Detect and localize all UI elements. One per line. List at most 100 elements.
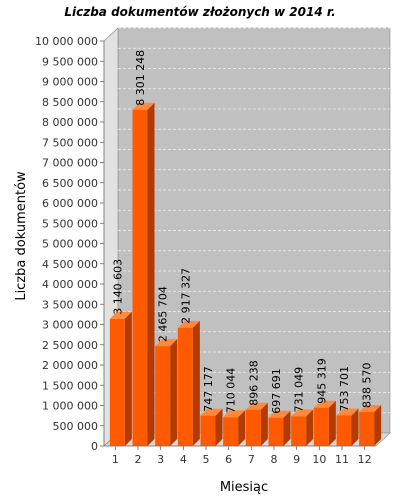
x-tick-label: 11 — [335, 453, 349, 466]
bar — [132, 102, 155, 447]
bar-front — [313, 407, 329, 446]
bar — [223, 410, 246, 446]
bar-front — [155, 346, 171, 446]
bar-top — [155, 339, 178, 347]
y-tick-label: 3 500 000 — [42, 298, 98, 311]
bar-front — [109, 318, 125, 446]
bar-side — [328, 400, 336, 446]
bar-side — [260, 402, 268, 446]
bar-side — [238, 410, 246, 446]
bar-top — [200, 408, 223, 416]
y-tick-label: 8 500 000 — [42, 96, 98, 109]
y-tick-label: 7 500 000 — [42, 136, 98, 149]
x-tick-label: 5 — [203, 453, 210, 466]
x-tick-label: 4 — [180, 453, 187, 466]
y-tick-label: 500 000 — [53, 420, 99, 433]
x-tick-label: 3 — [157, 453, 164, 466]
bar-front — [177, 327, 193, 446]
value-labels: 3 140 603 8 301 248 2 465 704 2 917 327 747 … — [111, 50, 373, 414]
y-tick-label: 4 000 000 — [42, 278, 98, 291]
bar — [109, 311, 132, 446]
data-label: 945 319 — [315, 358, 328, 404]
x-tick-label: 2 — [135, 453, 142, 466]
y-tick-label: 9 000 000 — [42, 76, 98, 89]
bar-side — [351, 408, 359, 446]
bar-front — [245, 409, 261, 446]
bar-top — [177, 320, 200, 328]
bar-top — [313, 400, 336, 408]
data-label: 710 044 — [225, 368, 238, 414]
x-tick-label: 12 — [358, 453, 372, 466]
bar — [200, 408, 223, 446]
data-label: 747 177 — [202, 366, 215, 412]
data-label: 2 465 704 — [157, 286, 170, 342]
y-tick-label: 2 000 000 — [42, 359, 98, 372]
x-axis-label: Miesiąc — [220, 480, 268, 495]
bar-side — [215, 408, 223, 446]
chart-title: Liczba dokumentów złożonych w 2014 r. — [64, 5, 335, 19]
x-tick-label: 1 — [112, 453, 119, 466]
bar-front — [132, 109, 148, 447]
bars — [109, 102, 382, 447]
y-axis-ticks: 0 500 000 1 000 000 1 500 000 2 000 000 2 500… — [35, 35, 105, 453]
data-label: 2 917 327 — [179, 268, 192, 324]
data-label: 3 140 603 — [111, 259, 124, 315]
bar — [313, 400, 336, 446]
x-tick-label: 6 — [225, 453, 232, 466]
y-tick-label: 10 000 000 — [35, 35, 98, 48]
y-tick-label: 5 500 000 — [42, 217, 98, 230]
y-tick-label: 6 500 000 — [42, 177, 98, 190]
bar — [245, 402, 268, 446]
bar — [177, 320, 200, 446]
bar-top — [223, 410, 246, 418]
y-tick-label: 7 000 000 — [42, 157, 98, 170]
bar-side — [124, 311, 132, 446]
bar-front — [291, 416, 307, 446]
y-tick-label: 5 000 000 — [42, 238, 98, 251]
bar-top — [268, 410, 291, 418]
data-label: 753 701 — [338, 366, 351, 412]
y-tick-label: 0 — [91, 440, 98, 453]
bar-front — [223, 417, 239, 446]
y-tick-label: 1 500 000 — [42, 379, 98, 392]
data-label: 697 691 — [270, 368, 283, 414]
bar-top — [245, 402, 268, 410]
bar-top — [336, 408, 359, 416]
data-label: 896 238 — [247, 360, 260, 406]
x-axis-ticks: 1 2 3 4 5 6 7 8 9 10 11 12 — [104, 445, 376, 466]
y-tick-label: 3 000 000 — [42, 319, 98, 332]
y-tick-label: 9 500 000 — [42, 55, 98, 68]
bar-front — [200, 415, 216, 446]
data-label: 838 570 — [361, 363, 374, 409]
data-label: 731 049 — [293, 367, 306, 413]
bar-side — [306, 409, 314, 446]
bar-side — [170, 339, 178, 446]
x-tick-label: 8 — [271, 453, 278, 466]
data-label: 8 301 248 — [134, 50, 147, 106]
bar-top — [291, 409, 314, 417]
bar — [359, 405, 382, 446]
x-tick-label: 7 — [248, 453, 255, 466]
y-tick-label: 2 500 000 — [42, 339, 98, 352]
y-tick-label: 6 000 000 — [42, 197, 98, 210]
bar-front — [336, 415, 352, 446]
y-axis-label: Liczba dokumentów — [14, 171, 29, 301]
bar-side — [192, 320, 200, 446]
bar — [268, 410, 291, 446]
y-tick-label: 4 500 000 — [42, 258, 98, 271]
x-tick-label: 10 — [312, 453, 326, 466]
bar-top — [109, 311, 132, 319]
bar — [291, 409, 314, 446]
bar-front — [359, 412, 375, 446]
bar-side — [374, 405, 382, 446]
bar — [336, 408, 359, 446]
bar-top — [359, 405, 382, 413]
y-tick-label: 8 000 000 — [42, 116, 98, 129]
bar-top — [132, 102, 155, 110]
bar-front — [268, 417, 284, 446]
bar-side — [147, 102, 155, 447]
x-tick-label: 9 — [293, 453, 300, 466]
bar — [155, 339, 178, 446]
